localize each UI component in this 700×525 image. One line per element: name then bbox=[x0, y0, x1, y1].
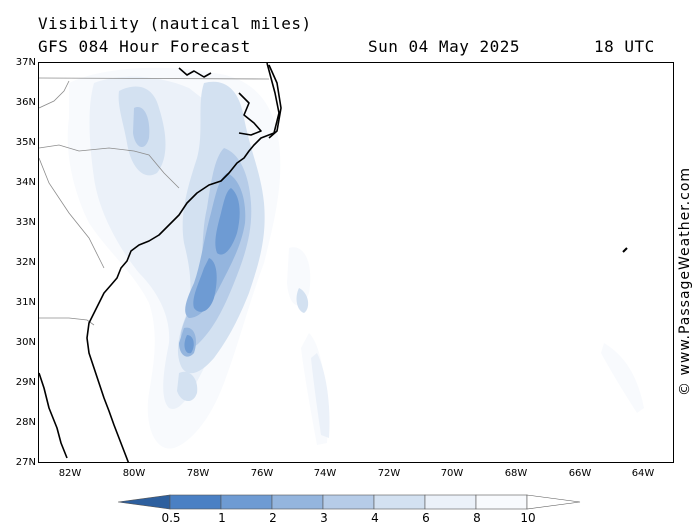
lat-label-34n: 34N bbox=[15, 177, 36, 188]
visibility-area-8-10 bbox=[287, 247, 311, 306]
visibility-area-6-8 bbox=[311, 353, 330, 438]
lon-label-76w: 76W bbox=[250, 468, 274, 479]
legend-label-3: 3 bbox=[320, 511, 328, 525]
legend-swatch-0.5-1 bbox=[169, 494, 222, 510]
legend-swatch-3-4 bbox=[322, 494, 375, 510]
legend-swatch-1-2 bbox=[220, 494, 273, 510]
visibility-shading bbox=[67, 67, 644, 449]
legend-label-1: 1 bbox=[218, 511, 226, 525]
legend-label-0.5: 0.5 bbox=[161, 511, 181, 525]
legend-label-8: 8 bbox=[473, 511, 481, 525]
nc-sc-border bbox=[39, 144, 180, 189]
nc-va-border bbox=[39, 77, 270, 80]
lon-label-74w: 74W bbox=[313, 468, 337, 479]
legend-label-2: 2 bbox=[269, 511, 277, 525]
forecast-time: 18 UTC bbox=[594, 37, 655, 56]
legend-swatch-8-10 bbox=[475, 494, 528, 510]
east-coast-shoreline bbox=[86, 63, 280, 462]
coastline bbox=[39, 63, 282, 462]
visibility-area-4-6 bbox=[177, 371, 198, 402]
visibility-area-1-2 bbox=[193, 258, 217, 312]
visibility-area-3-4 bbox=[133, 107, 150, 148]
lon-label-70w: 70W bbox=[440, 468, 464, 479]
lat-label-27n: 27N bbox=[15, 457, 36, 468]
ga-fl-border bbox=[39, 317, 95, 326]
chesapeake-shore bbox=[178, 67, 212, 78]
site-credit: © www.PassageWeather.com bbox=[677, 166, 693, 396]
lat-label-37n: 37N bbox=[15, 57, 36, 68]
chart-title: Visibility (nautical miles) bbox=[38, 14, 312, 33]
lat-label-36n: 36N bbox=[15, 97, 36, 108]
visibility-color-scale bbox=[118, 494, 581, 510]
visibility-map[interactable] bbox=[38, 62, 674, 463]
outer-banks bbox=[268, 64, 282, 139]
visibility-area-8-10 bbox=[601, 343, 644, 413]
pamlico-sound-shore bbox=[238, 92, 262, 136]
lat-label-29n: 29N bbox=[15, 377, 36, 388]
state-borders bbox=[39, 77, 270, 326]
lon-label-78w: 78W bbox=[186, 468, 210, 479]
lat-label-31n: 31N bbox=[15, 297, 36, 308]
lat-label-28n: 28N bbox=[15, 417, 36, 428]
lon-label-82w: 82W bbox=[58, 468, 82, 479]
lat-label-32n: 32N bbox=[15, 257, 36, 268]
forecast-model-label: GFS 084 Hour Forecast bbox=[38, 37, 251, 56]
legend-swatch-above-10 bbox=[526, 494, 581, 510]
legend-swatch-6-8 bbox=[424, 494, 477, 510]
legend-swatch-2-3 bbox=[271, 494, 324, 510]
lon-label-68w: 68W bbox=[504, 468, 528, 479]
lon-label-80w: 80W bbox=[122, 468, 146, 479]
lat-label-33n: 33N bbox=[15, 217, 36, 228]
legend-swatch-4-6 bbox=[373, 494, 426, 510]
legend-label-10: 10 bbox=[520, 511, 536, 525]
lat-label-35n: 35N bbox=[15, 137, 36, 148]
legend-swatch-below-0.5 bbox=[118, 494, 171, 510]
tn-nc-border bbox=[39, 80, 70, 109]
forecast-date: Sun 04 May 2025 bbox=[368, 37, 520, 56]
lat-label-30n: 30N bbox=[15, 337, 36, 348]
lon-label-64w: 64W bbox=[631, 468, 655, 479]
visibility-area-1-2 bbox=[215, 188, 240, 255]
map-canvas bbox=[39, 63, 644, 462]
visibility-area-4-6 bbox=[296, 288, 309, 313]
legend-label-4: 4 bbox=[371, 511, 379, 525]
visibility-area-1-2 bbox=[184, 335, 194, 354]
lon-label-66w: 66W bbox=[568, 468, 592, 479]
lon-label-72w: 72W bbox=[377, 468, 401, 479]
legend-label-6: 6 bbox=[422, 511, 430, 525]
sc-ga-border bbox=[39, 157, 105, 269]
gulf-coast bbox=[39, 372, 68, 459]
bermuda-island bbox=[622, 247, 628, 253]
